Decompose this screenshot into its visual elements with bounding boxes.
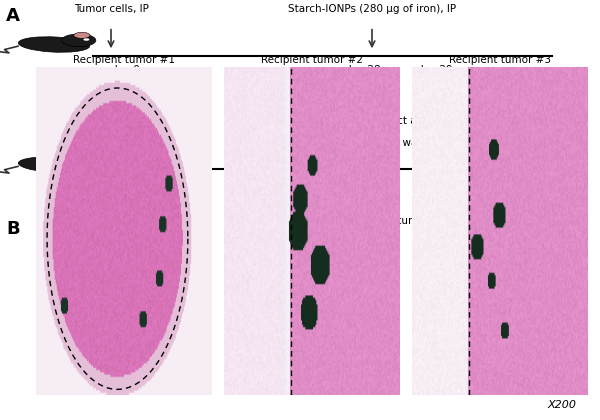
Ellipse shape bbox=[19, 37, 89, 52]
Circle shape bbox=[83, 39, 89, 40]
Title: Recipient tumor #1: Recipient tumor #1 bbox=[73, 55, 175, 65]
Circle shape bbox=[62, 154, 96, 167]
Ellipse shape bbox=[19, 157, 89, 173]
Circle shape bbox=[74, 32, 90, 38]
Text: Tumor cells, IP: Tumor cells, IP bbox=[74, 5, 148, 14]
Text: A: A bbox=[6, 7, 20, 25]
Title: Recipient tumor #3: Recipient tumor #3 bbox=[449, 55, 551, 65]
Text: Tumor cells, IP: Tumor cells, IP bbox=[74, 120, 148, 130]
Text: day 0: day 0 bbox=[111, 65, 140, 75]
Text: X200: X200 bbox=[547, 400, 576, 410]
Circle shape bbox=[62, 34, 96, 47]
Text: Collect and transfer 30x10: Collect and transfer 30x10 bbox=[371, 116, 511, 126]
Circle shape bbox=[83, 159, 89, 161]
Text: day 29: day 29 bbox=[417, 178, 452, 188]
Text: 6: 6 bbox=[515, 116, 520, 125]
Circle shape bbox=[74, 152, 90, 158]
Text: Starch-IONPs (280 μg of iron), IP: Starch-IONPs (280 μg of iron), IP bbox=[288, 5, 456, 14]
Text: B: B bbox=[6, 220, 20, 239]
Text: Collect tumor and major organs: Collect tumor and major organs bbox=[358, 216, 524, 226]
Text: day 30: day 30 bbox=[483, 178, 518, 188]
Text: day 28: day 28 bbox=[345, 65, 380, 75]
Text: peritoneal wash cells to recipient, IP: peritoneal wash cells to recipient, IP bbox=[346, 138, 536, 148]
Text: day 0: day 0 bbox=[111, 178, 140, 188]
Title: Recipient tumor #2: Recipient tumor #2 bbox=[261, 55, 363, 65]
Text: day 29: day 29 bbox=[417, 65, 452, 75]
